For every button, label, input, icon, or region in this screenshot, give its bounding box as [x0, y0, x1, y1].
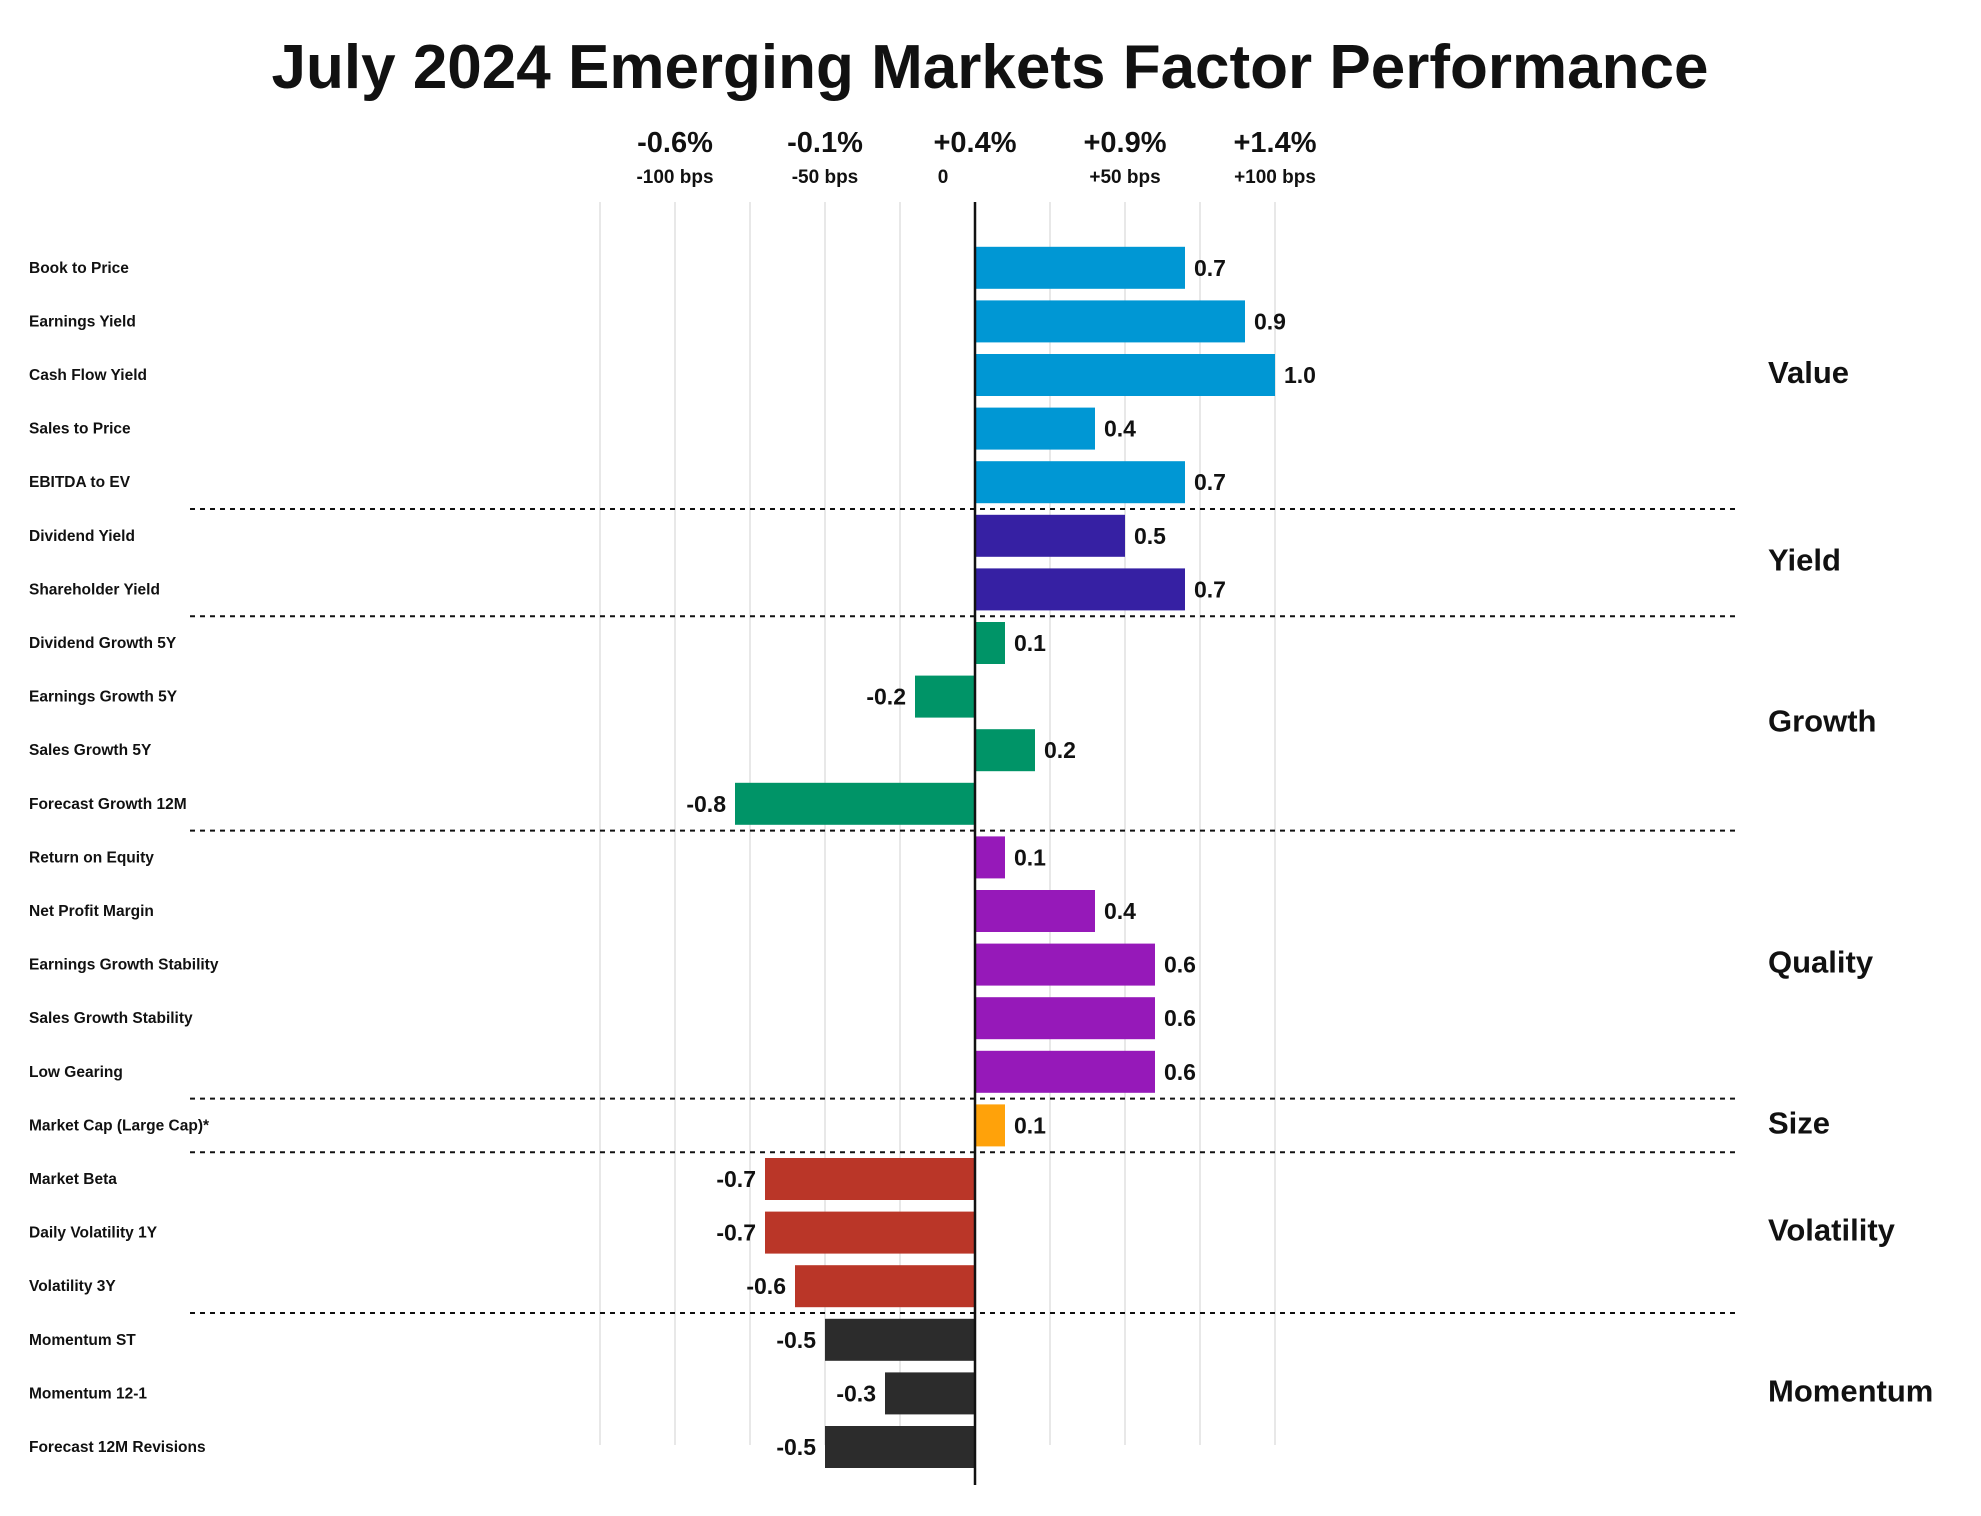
data-label: 0.1 [1014, 844, 1046, 870]
bar [975, 622, 1005, 664]
factor-label: Sales to Price [29, 421, 131, 438]
data-label: -0.5 [776, 1327, 816, 1353]
factor-label: Book to Price [29, 260, 129, 277]
group-label: Growth [1768, 703, 1877, 738]
data-label: 0.6 [1164, 1005, 1196, 1031]
tick-label-pct: -0.1% [787, 127, 863, 159]
bar [975, 300, 1245, 343]
bar [885, 1372, 975, 1415]
tick-label-bps: 0 [938, 167, 949, 188]
data-label: -0.7 [716, 1220, 756, 1246]
data-label: 0.7 [1194, 469, 1226, 495]
bar [975, 836, 1005, 879]
bar [975, 514, 1125, 557]
data-label: 0.7 [1194, 576, 1226, 602]
data-label: -0.3 [836, 1380, 876, 1406]
data-label: 0.4 [1104, 416, 1136, 442]
group-label: Momentum [1768, 1373, 1933, 1408]
bar [735, 782, 975, 825]
bar [825, 1318, 975, 1361]
data-label: 0.5 [1134, 523, 1166, 549]
group-labels: Value Yield Growth Quality Size Volatility Mom… [1768, 355, 1933, 1408]
data-label: 0.1 [1014, 630, 1046, 656]
data-label: 0.6 [1164, 1059, 1196, 1085]
bar [975, 997, 1155, 1040]
chart-title: July 2024 Emerging Markets Factor Perfor… [272, 33, 1709, 102]
bar [975, 568, 1185, 611]
factor-label: Market Beta [29, 1171, 117, 1188]
bars: 0.7 0.9 1.0 0.4 0.7 0.5 0.7 0.1 -0.2 0.2 -0.8 0.1 0.… [686, 202, 1316, 1485]
factor-label: Return on Equity [29, 849, 154, 866]
bar [975, 407, 1095, 450]
tick-label-bps: -50 bps [792, 167, 859, 188]
tick-label-bps: +100 bps [1234, 167, 1316, 188]
data-label: 0.7 [1194, 255, 1226, 281]
group-label: Yield [1768, 543, 1841, 578]
top-axis: -0.6% -100 bps -0.1% -50 bps +0.4% 0 +0.9% +50 … [636, 127, 1316, 188]
tick-label-bps: +50 bps [1089, 167, 1160, 188]
bar [975, 890, 1095, 932]
factor-label: Earnings Yield [29, 313, 136, 330]
factor-label: Daily Volatility 1Y [29, 1225, 158, 1242]
group-label: Size [1768, 1105, 1830, 1140]
data-label: 0.2 [1044, 737, 1076, 763]
factor-label: Forecast Growth 12M [29, 796, 187, 813]
factor-label: Low Gearing [29, 1064, 123, 1081]
data-label: 0.6 [1164, 952, 1196, 978]
tick-label-pct: +0.9% [1083, 127, 1166, 159]
bar [765, 1211, 975, 1254]
data-label: 1.0 [1284, 362, 1316, 388]
tick-label-pct: +1.4% [1233, 127, 1316, 159]
bar [765, 1158, 975, 1200]
group-label: Quality [1768, 945, 1874, 980]
factor-label: Market Cap (Large Cap)* [29, 1117, 210, 1134]
group-label: Volatility [1768, 1213, 1896, 1248]
factor-label: Shareholder Yield [29, 581, 160, 598]
data-label: 0.9 [1254, 308, 1286, 334]
bar [975, 461, 1185, 504]
factor-label: Volatility 3Y [29, 1278, 116, 1295]
bar [795, 1265, 975, 1308]
factor-labels: Book to Price Earnings Yield Cash Flow Yie… [29, 260, 219, 1456]
bar [975, 354, 1275, 396]
tick-label-pct: +0.4% [933, 127, 1016, 159]
factor-label: Dividend Growth 5Y [29, 635, 177, 652]
tick-label-bps: -100 bps [636, 167, 713, 188]
bar [975, 1050, 1155, 1093]
data-label: -0.6 [746, 1273, 786, 1299]
tick-label-pct: -0.6% [637, 127, 713, 159]
factor-label: Earnings Growth 5Y [29, 689, 178, 706]
factor-label: Earnings Growth Stability [29, 957, 219, 974]
factor-label: Sales Growth Stability [29, 1010, 193, 1027]
group-label: Value [1768, 355, 1849, 390]
factor-label: Sales Growth 5Y [29, 742, 152, 759]
group-separators [190, 508, 1735, 1314]
bar [975, 1104, 1005, 1147]
data-label: -0.8 [686, 791, 726, 817]
factor-label: EBITDA to EV [29, 474, 131, 491]
data-label: -0.5 [776, 1434, 816, 1460]
bar [975, 729, 1035, 772]
factor-label: Net Profit Margin [29, 903, 154, 920]
data-label: -0.7 [716, 1166, 756, 1192]
data-label: 0.1 [1014, 1112, 1046, 1138]
factor-label: Cash Flow Yield [29, 367, 147, 384]
factor-label: Momentum ST [29, 1332, 136, 1349]
factor-label: Momentum 12-1 [29, 1385, 147, 1402]
data-label: 0.4 [1104, 898, 1136, 924]
factor-label: Dividend Yield [29, 528, 135, 545]
bar [975, 943, 1155, 986]
bar [915, 675, 975, 718]
factor-label: Forecast 12M Revisions [29, 1439, 206, 1456]
bar [825, 1426, 975, 1468]
bar [975, 246, 1185, 289]
data-label: -0.2 [866, 684, 906, 710]
